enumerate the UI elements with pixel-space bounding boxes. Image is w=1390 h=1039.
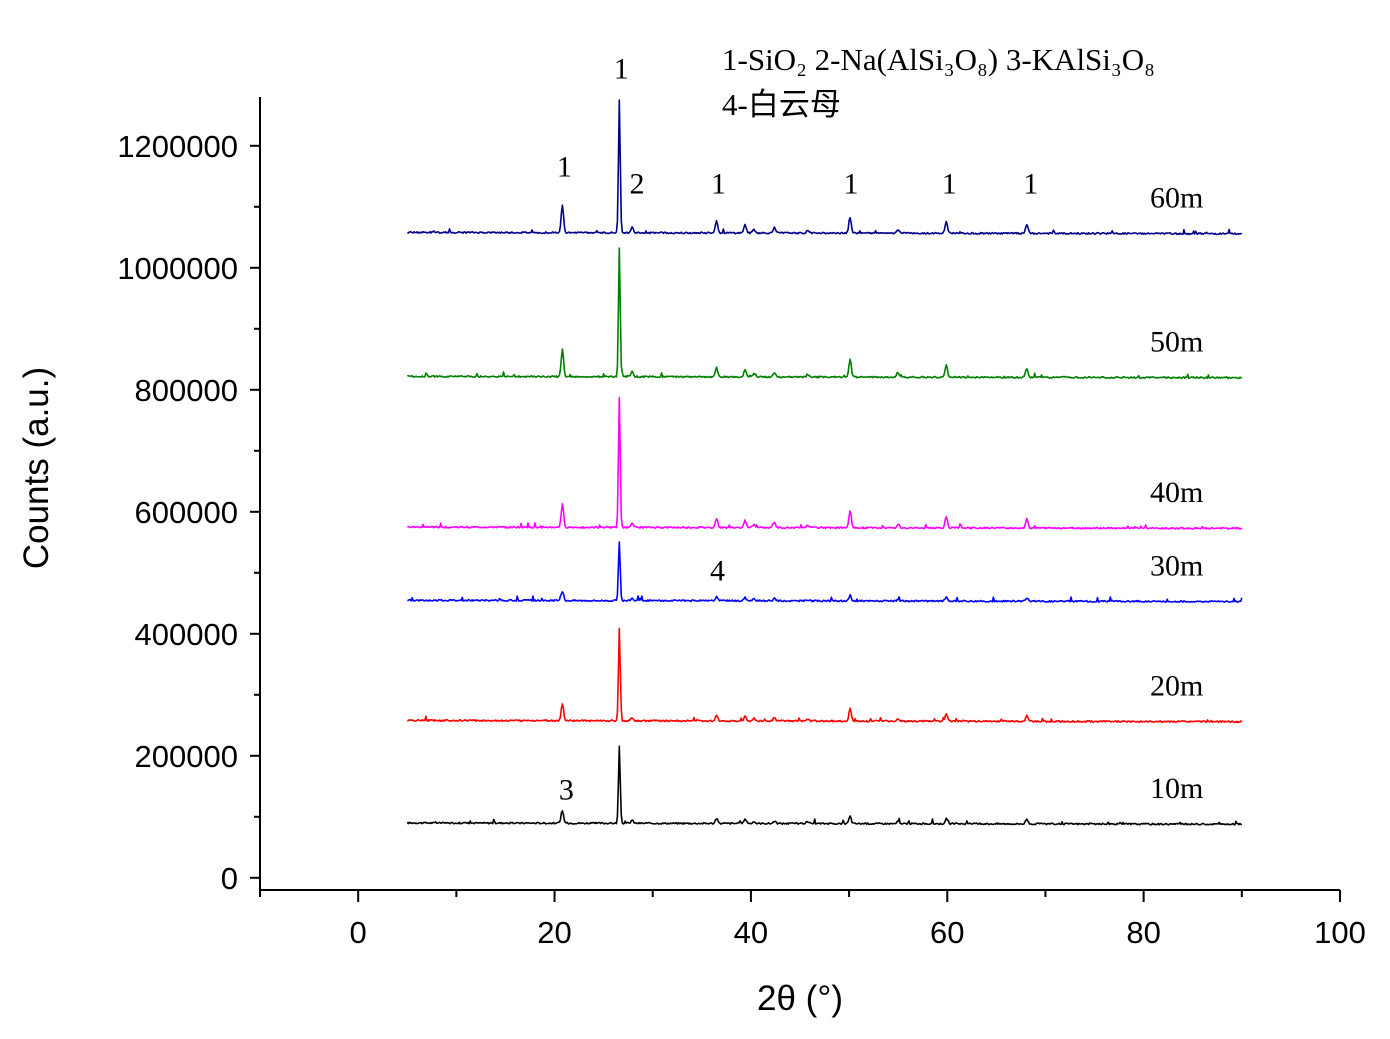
peak-annotation: 1 xyxy=(1023,167,1038,200)
series-line-30m xyxy=(407,541,1243,604)
x-tick-label: 100 xyxy=(1314,915,1366,950)
series-label-60m: 60m xyxy=(1150,181,1203,214)
x-axis: 0 20 40 60 80 100 xyxy=(259,889,1366,950)
peak-annotation: 3 xyxy=(559,774,574,807)
x-tick-label: 40 xyxy=(734,915,768,950)
x-tick-label: 80 xyxy=(1126,915,1160,950)
peak-annotation: 1 xyxy=(711,167,726,200)
series-lines: 10m 20m 30m 40m 50m 60m xyxy=(406,99,1243,826)
series-line-40m xyxy=(407,396,1243,530)
legend-line-1: 1-SiO₂ 2-Na(AlSi₃O₈) 3-KAlSi₃O₈ xyxy=(722,42,1155,77)
x-tick-label: 0 xyxy=(350,915,367,950)
y-tick-label: 1200000 xyxy=(117,129,238,164)
y-tick-label: 0 xyxy=(221,861,238,896)
peak-annotations: 1 1 2 1 1 1 1 4 3 xyxy=(557,53,1038,807)
y-tick-label: 1000000 xyxy=(117,251,238,286)
peak-annotation: 2 xyxy=(630,167,645,200)
y-tick-label: 200000 xyxy=(135,739,238,774)
series-line-20m xyxy=(407,627,1243,724)
x-axis-title: 2θ (°) xyxy=(757,979,843,1018)
x-tick-label: 60 xyxy=(930,915,964,950)
y-tick-label: 800000 xyxy=(135,373,238,408)
x-tick-label: 20 xyxy=(537,915,571,950)
y-axis: 0 200000 400000 600000 800000 1000000 1200000 xyxy=(117,97,261,896)
series-line-10m xyxy=(406,745,1243,826)
peak-annotation: 1 xyxy=(557,150,572,183)
y-axis-title: Counts (a.u.) xyxy=(17,367,56,569)
series-label-30m: 30m xyxy=(1150,549,1203,582)
series-line-60m xyxy=(407,99,1242,236)
legend-line-2: 4-白云母 xyxy=(722,87,841,122)
series-label-50m: 50m xyxy=(1150,325,1203,358)
peak-annotation: 1 xyxy=(614,53,629,86)
series-line-50m xyxy=(407,247,1243,380)
series-label-10m: 10m xyxy=(1150,772,1203,805)
peak-annotation: 1 xyxy=(942,167,957,200)
peak-annotation: 1 xyxy=(844,167,859,200)
peak-annotation: 4 xyxy=(710,555,725,588)
series-label-40m: 40m xyxy=(1150,476,1203,509)
y-tick-label: 400000 xyxy=(135,617,238,652)
series-label-20m: 20m xyxy=(1150,669,1203,702)
y-tick-label: 600000 xyxy=(135,495,238,530)
